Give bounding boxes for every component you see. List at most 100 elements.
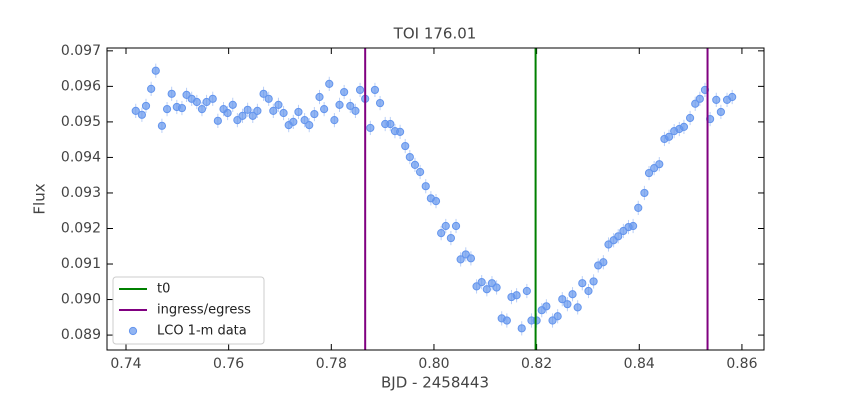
legend-label: ingress/egress <box>157 303 251 318</box>
data-point <box>294 107 303 117</box>
data-point <box>157 121 167 130</box>
legend-box <box>112 276 265 345</box>
data-point <box>131 106 140 115</box>
data-point <box>335 100 344 109</box>
data-point <box>355 85 365 95</box>
data-point <box>728 92 737 102</box>
data-point <box>589 277 598 286</box>
data-point <box>228 100 237 109</box>
data-point <box>238 111 247 120</box>
data-point <box>410 160 420 169</box>
data-point <box>578 279 587 288</box>
data-point <box>325 79 334 88</box>
data-point <box>289 117 298 127</box>
data-point <box>248 111 257 120</box>
data-point <box>223 108 232 118</box>
data-point <box>141 101 151 111</box>
y-tick-label: 0.092 <box>61 220 101 236</box>
y-tick-label: 0.094 <box>61 149 101 165</box>
data-point <box>548 316 557 325</box>
data-point <box>456 255 465 264</box>
data-point <box>644 168 654 178</box>
data-point <box>634 203 643 212</box>
y-tick-label: 0.091 <box>61 256 101 272</box>
x-tick-label: 0.80 <box>418 356 449 372</box>
data-point <box>213 116 222 125</box>
data-point <box>640 188 649 198</box>
data-point <box>604 240 613 249</box>
legend: t0 ingress/egress LCO 1-m data <box>112 276 265 345</box>
data-point <box>691 99 700 108</box>
x-axis-label: BJD - 2458443 <box>381 374 489 392</box>
data-point <box>573 303 582 312</box>
data-point <box>310 109 319 119</box>
data-point <box>679 122 689 131</box>
data-point <box>599 258 608 267</box>
data-point <box>208 94 217 103</box>
legend-label: t0 <box>157 282 170 297</box>
data-point <box>421 182 430 191</box>
data-point <box>716 107 725 117</box>
data-point <box>177 103 187 113</box>
data-point <box>405 152 414 162</box>
x-tick-label: 0.86 <box>726 356 757 372</box>
data-point <box>664 132 674 141</box>
y-tick-label: 0.097 <box>61 43 101 59</box>
data-point <box>370 85 380 95</box>
data-point <box>655 160 664 169</box>
data-point <box>517 324 526 333</box>
data-point <box>330 116 339 125</box>
data-point <box>477 278 486 287</box>
data-point <box>279 108 288 118</box>
data-point <box>466 254 476 263</box>
data-point <box>192 97 201 107</box>
data-point <box>259 89 268 98</box>
data-point <box>147 84 156 93</box>
y-tick-label: 0.095 <box>61 114 101 130</box>
x-tick-label: 0.82 <box>521 356 552 372</box>
data-point <box>320 105 329 114</box>
y-axis-label: Flux <box>31 183 49 214</box>
data-point <box>532 316 541 325</box>
plot-frame <box>106 47 765 351</box>
data-point <box>446 233 455 243</box>
x-tick-label: 0.84 <box>624 356 655 372</box>
data-point <box>614 232 623 241</box>
data-point <box>167 89 176 98</box>
data-point <box>351 106 360 115</box>
data-point <box>243 105 252 114</box>
x-tick-label: 0.74 <box>110 356 141 372</box>
data-point <box>492 283 501 292</box>
data-point <box>512 291 521 300</box>
data-point <box>568 290 577 299</box>
chart-title: TOI 176.01 <box>393 25 477 43</box>
data-point <box>300 116 309 125</box>
legend-label: LCO 1-m data <box>157 324 247 339</box>
data-point <box>264 94 273 103</box>
data-point <box>431 197 441 206</box>
data-point <box>346 101 355 111</box>
data-point <box>685 113 695 123</box>
data-point <box>558 295 567 304</box>
x-tick-label: 0.76 <box>213 356 244 372</box>
data-point <box>386 119 395 129</box>
legend-swatch <box>128 326 138 336</box>
data-point <box>366 123 375 133</box>
data-point <box>451 221 461 231</box>
data-point <box>542 302 551 311</box>
data-point <box>401 141 410 151</box>
data-point <box>522 286 531 296</box>
data-point <box>553 312 562 321</box>
data-point <box>395 127 405 136</box>
data-point <box>137 110 147 119</box>
data-point <box>482 285 491 294</box>
y-tick-label: 0.093 <box>61 185 101 201</box>
data-point <box>375 98 385 108</box>
data-point <box>233 116 242 125</box>
data-point <box>416 167 425 177</box>
data-point <box>151 66 160 75</box>
data-point <box>584 286 593 296</box>
data-point <box>629 221 638 231</box>
data-point <box>162 105 172 114</box>
